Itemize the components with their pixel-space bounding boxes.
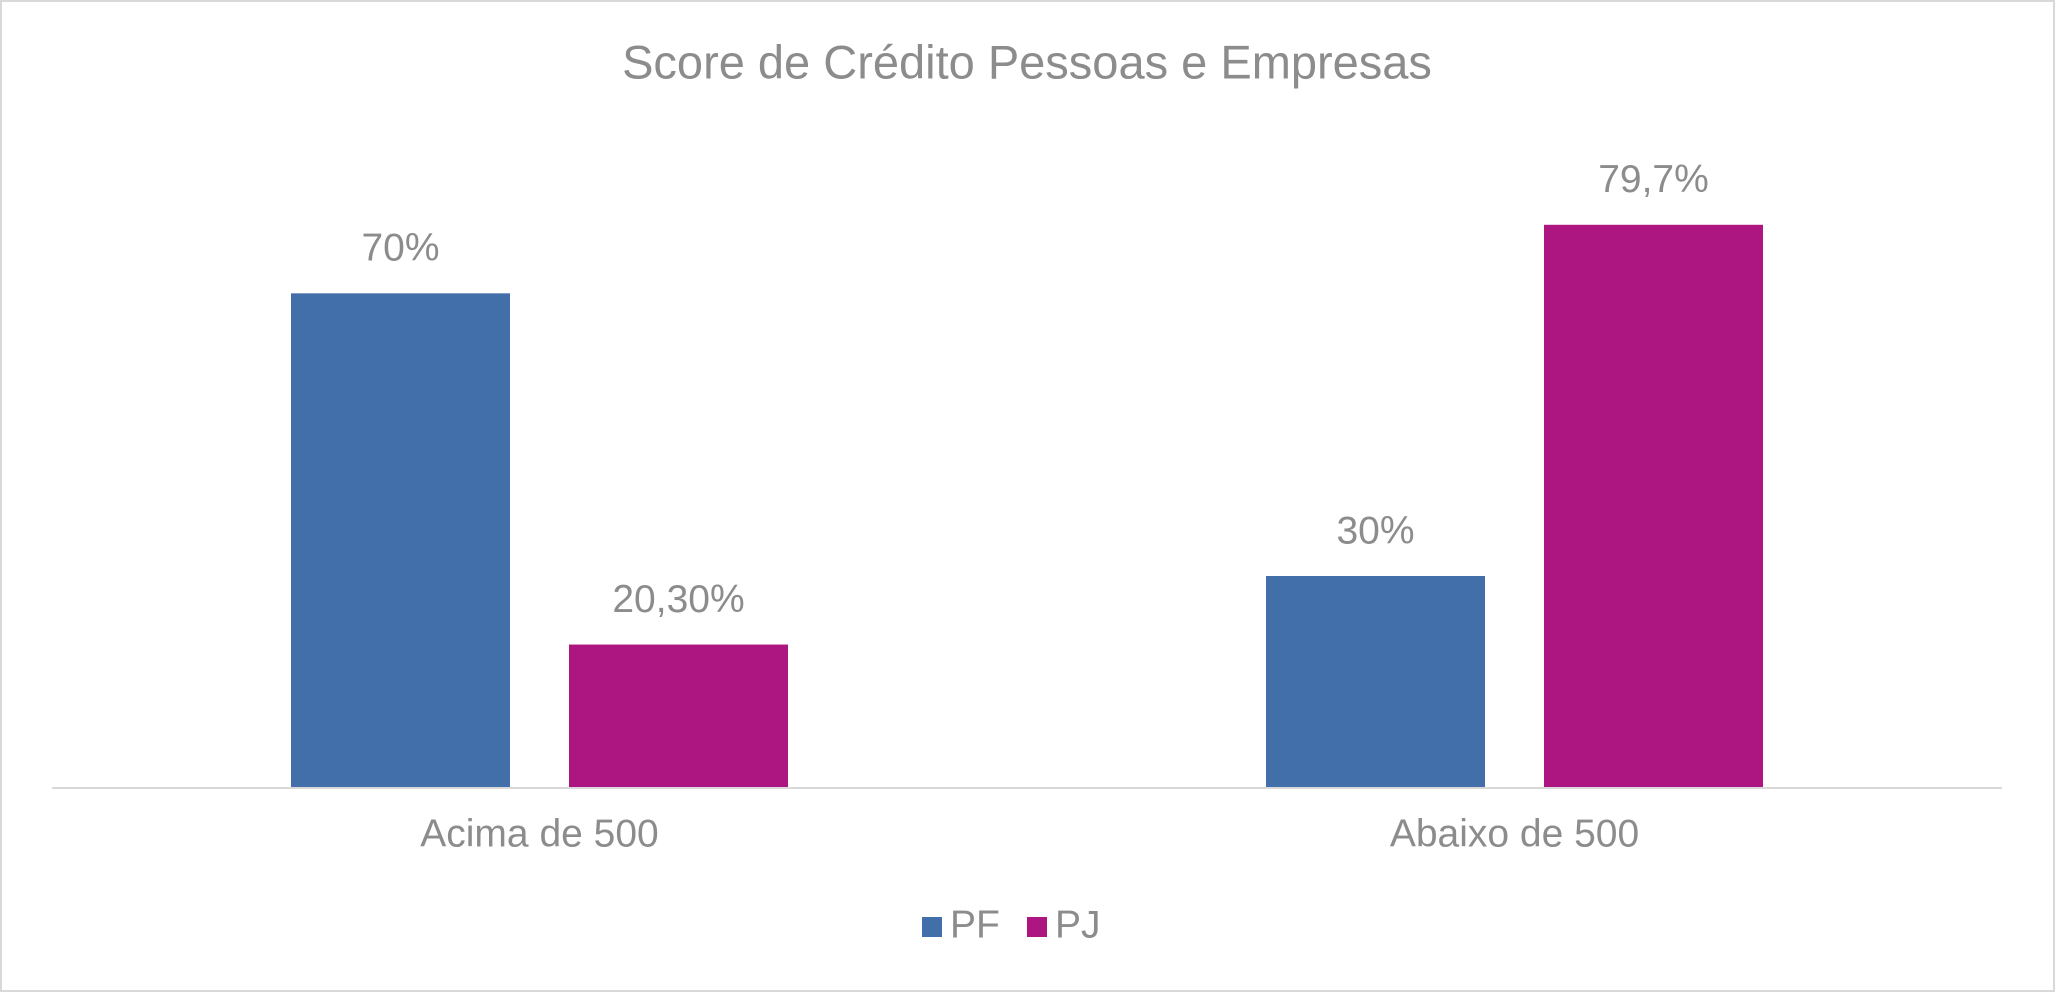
- legend-label: PF: [950, 903, 1000, 946]
- bar: [1266, 576, 1485, 788]
- data-label: 20,30%: [612, 578, 744, 621]
- data-label: 79,7%: [1598, 158, 1709, 201]
- legend-swatch: [922, 917, 942, 937]
- bar: [1544, 224, 1763, 788]
- x-tick-label: Abaixo de 500: [1390, 812, 1639, 855]
- data-label: 30%: [1336, 509, 1414, 552]
- data-label: 70%: [361, 227, 439, 270]
- x-tick-label: Acima de 500: [420, 812, 658, 855]
- bar: [569, 644, 788, 788]
- legend-swatch: [1027, 917, 1047, 937]
- chart-title: Score de Crédito Pessoas e Empresas: [622, 35, 1432, 88]
- legend-label: PJ: [1055, 903, 1101, 946]
- bar: [291, 293, 510, 788]
